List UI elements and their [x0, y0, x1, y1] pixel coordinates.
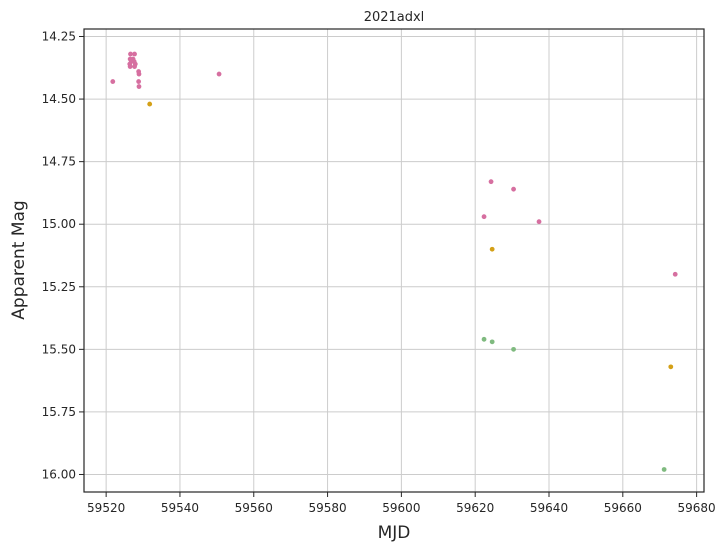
data-point-series-1: [511, 186, 516, 192]
data-points: [110, 51, 678, 472]
data-point-series-1: [127, 64, 133, 69]
x-tick-label: 59620: [456, 501, 494, 515]
y-tick-label: 16.00: [42, 467, 76, 481]
data-point-series-3: [661, 467, 667, 472]
axis-ticks: 59520 59540 59560 59580 59600 59620 59640 59660…: [42, 30, 716, 515]
x-axis-label: MJD: [378, 523, 411, 543]
y-tick-label: 14.75: [42, 155, 76, 169]
data-point-series-1: [136, 79, 142, 84]
data-point-series-1: [136, 84, 142, 89]
data-point-series-3: [511, 346, 516, 352]
x-tick-label: 59560: [235, 501, 273, 515]
data-point-series-1: [216, 71, 222, 77]
data-point-series-2: [147, 101, 153, 107]
data-point-series-1: [536, 219, 542, 225]
data-point-series-2: [668, 364, 674, 370]
grid: [84, 29, 704, 492]
data-point-series-3: [481, 336, 487, 342]
x-tick-label: 59540: [161, 501, 199, 515]
y-tick-label: 15.75: [42, 405, 76, 419]
x-tick-label: 59580: [308, 501, 346, 515]
y-tick-label: 15.25: [42, 280, 76, 294]
x-tick-label: 59640: [530, 501, 568, 515]
y-tick-label: 14.50: [42, 92, 76, 106]
data-point-series-1: [672, 271, 678, 277]
data-point-series-1: [136, 71, 142, 77]
data-point-series-3: [489, 339, 495, 345]
chart-title: 2021adxl: [364, 10, 425, 25]
y-tick-label: 14.25: [42, 30, 76, 44]
x-tick-label: 59660: [604, 501, 642, 515]
data-point-series-1: [132, 51, 137, 57]
x-tick-label: 59520: [87, 501, 125, 515]
x-tick-label: 59600: [382, 501, 420, 515]
data-point-series-1: [488, 179, 494, 185]
x-tick-label: 59680: [678, 501, 716, 515]
data-point-series-1: [110, 79, 116, 84]
y-axis-label: Apparent Mag: [9, 200, 29, 319]
data-point-series-1: [132, 64, 137, 69]
plot-frame: [83, 28, 705, 493]
y-tick-label: 15.00: [42, 217, 76, 231]
data-point-series-1: [481, 214, 487, 220]
data-point-series-1: [128, 51, 133, 57]
data-point-series-2: [489, 246, 495, 252]
y-tick-label: 15.50: [42, 342, 76, 356]
